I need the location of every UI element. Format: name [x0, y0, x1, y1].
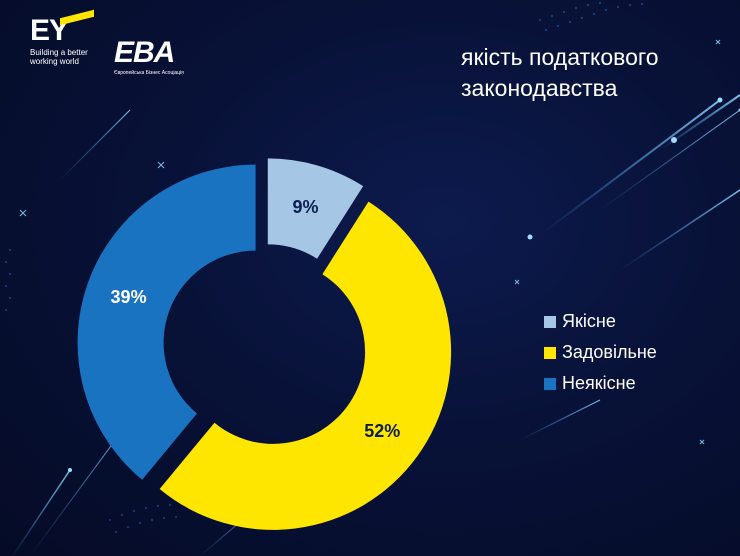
slice-value-label-2: 52% [364, 421, 400, 441]
eba-logo-text: EBA [114, 36, 175, 69]
legend-swatch-2 [544, 346, 556, 359]
ey-tagline-line2: working world [30, 57, 79, 66]
legend-swatch-3 [544, 377, 556, 390]
dot-field-top [538, 1, 644, 32]
donut-slice-1 [267, 158, 364, 259]
streak-glows [68, 97, 740, 472]
chart-title: якість податкового законодавства [461, 42, 721, 104]
donut-slice-2 [159, 201, 452, 530]
legend-swatch-1 [544, 315, 556, 328]
donut-slice-3 [77, 164, 256, 480]
legend-label-2: Задовільне [562, 342, 657, 362]
chart-title-line2: законодавства [461, 75, 618, 101]
chart-legend: Якісне Задовільне Неякісне [544, 306, 657, 399]
legend-label-1: Якісне [562, 311, 616, 331]
ey-tagline-line1: Building a better [30, 48, 88, 57]
legend-label-3: Неякісне [562, 373, 636, 393]
chart-title-line1: якість податкового [461, 44, 659, 70]
legend-item-2: Задовільне [544, 337, 657, 368]
slice-value-label-3: 39% [111, 287, 147, 307]
eba-logo: EBA Європейська Бізнес Асоціація [114, 36, 184, 77]
legend-item-1: Якісне [544, 306, 657, 337]
legend-item-3: Неякісне [544, 368, 657, 399]
eba-subtitle: Європейська Бізнес Асоціація [114, 70, 184, 76]
sparkles [19, 39, 721, 445]
dot-field-bottom [4, 248, 178, 534]
slice-value-label-1: 9% [292, 197, 318, 217]
ey-logo: EY Building a better working world [30, 9, 94, 66]
